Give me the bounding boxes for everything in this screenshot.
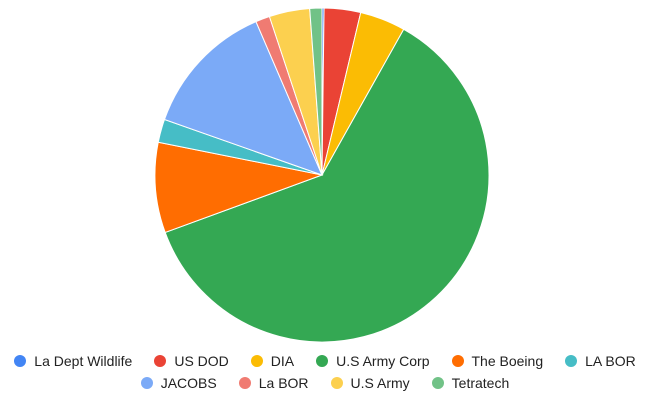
legend-item[interactable]: DIA xyxy=(250,353,295,369)
legend-swatch xyxy=(431,377,444,389)
pie-slice-jacobs[interactable] xyxy=(163,20,323,176)
legend-label: JACOBS xyxy=(160,375,217,391)
legend-item[interactable]: JACOBS xyxy=(140,375,217,391)
legend: La Dept Wildlife US DOD DIA U.S Army Corp Th… xyxy=(0,350,650,394)
legend-swatch xyxy=(451,355,464,367)
pie-slice-tetratech[interactable] xyxy=(309,7,323,176)
legend-item[interactable]: US DOD xyxy=(154,353,229,369)
legend-label: US DOD xyxy=(174,353,229,369)
pie-slices xyxy=(154,7,490,343)
legend-item[interactable]: La Dept Wildlife xyxy=(14,353,132,369)
legend-item[interactable]: LA BOR xyxy=(565,353,636,369)
legend-swatch xyxy=(14,355,27,367)
legend-label: U.S Army Corp xyxy=(336,353,430,369)
legend-item[interactable]: U.S Army Corp xyxy=(316,353,430,369)
legend-swatch xyxy=(154,355,167,367)
legend-swatch xyxy=(330,377,343,389)
legend-label: La BOR xyxy=(258,375,309,391)
legend-item[interactable]: U.S Army xyxy=(330,375,410,391)
pie-chart xyxy=(154,7,490,343)
legend-swatch xyxy=(565,355,578,367)
legend-swatch xyxy=(238,377,251,389)
legend-label: The Boeing xyxy=(471,353,544,369)
legend-label: LA BOR xyxy=(585,353,636,369)
legend-label: La Dept Wildlife xyxy=(34,353,133,369)
legend-label: U.S Army xyxy=(350,375,410,391)
legend-item[interactable]: The Boeing xyxy=(451,353,544,369)
legend-item[interactable]: La BOR xyxy=(238,375,309,391)
legend-swatch xyxy=(140,377,153,389)
legend-row: La Dept Wildlife US DOD DIA U.S Army Corp Th… xyxy=(0,350,650,372)
legend-swatch xyxy=(250,355,263,367)
legend-item[interactable]: Tetratech xyxy=(431,375,510,391)
legend-swatch xyxy=(316,355,329,367)
pie-slice-the-boeing[interactable] xyxy=(154,141,324,234)
legend-label: DIA xyxy=(270,353,295,369)
pie-slice-u-s-army-corp[interactable] xyxy=(164,28,490,343)
legend-row: JACOBS La BOR U.S Army Tetratech xyxy=(0,372,650,394)
legend-label: Tetratech xyxy=(451,375,510,391)
